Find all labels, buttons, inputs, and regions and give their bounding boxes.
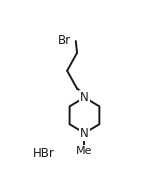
Text: Br: Br — [58, 35, 71, 47]
Text: Me: Me — [76, 146, 93, 156]
Text: N: N — [80, 127, 89, 140]
Text: N: N — [80, 91, 89, 104]
Text: HBr: HBr — [32, 147, 54, 160]
